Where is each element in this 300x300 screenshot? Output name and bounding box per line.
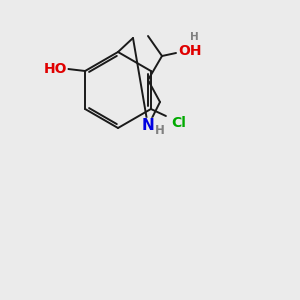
Text: H: H — [155, 124, 165, 136]
Text: OH: OH — [178, 44, 202, 58]
Text: H: H — [190, 32, 198, 42]
Text: N: N — [142, 118, 154, 134]
Text: Cl: Cl — [172, 116, 186, 130]
Text: HO: HO — [43, 62, 67, 76]
